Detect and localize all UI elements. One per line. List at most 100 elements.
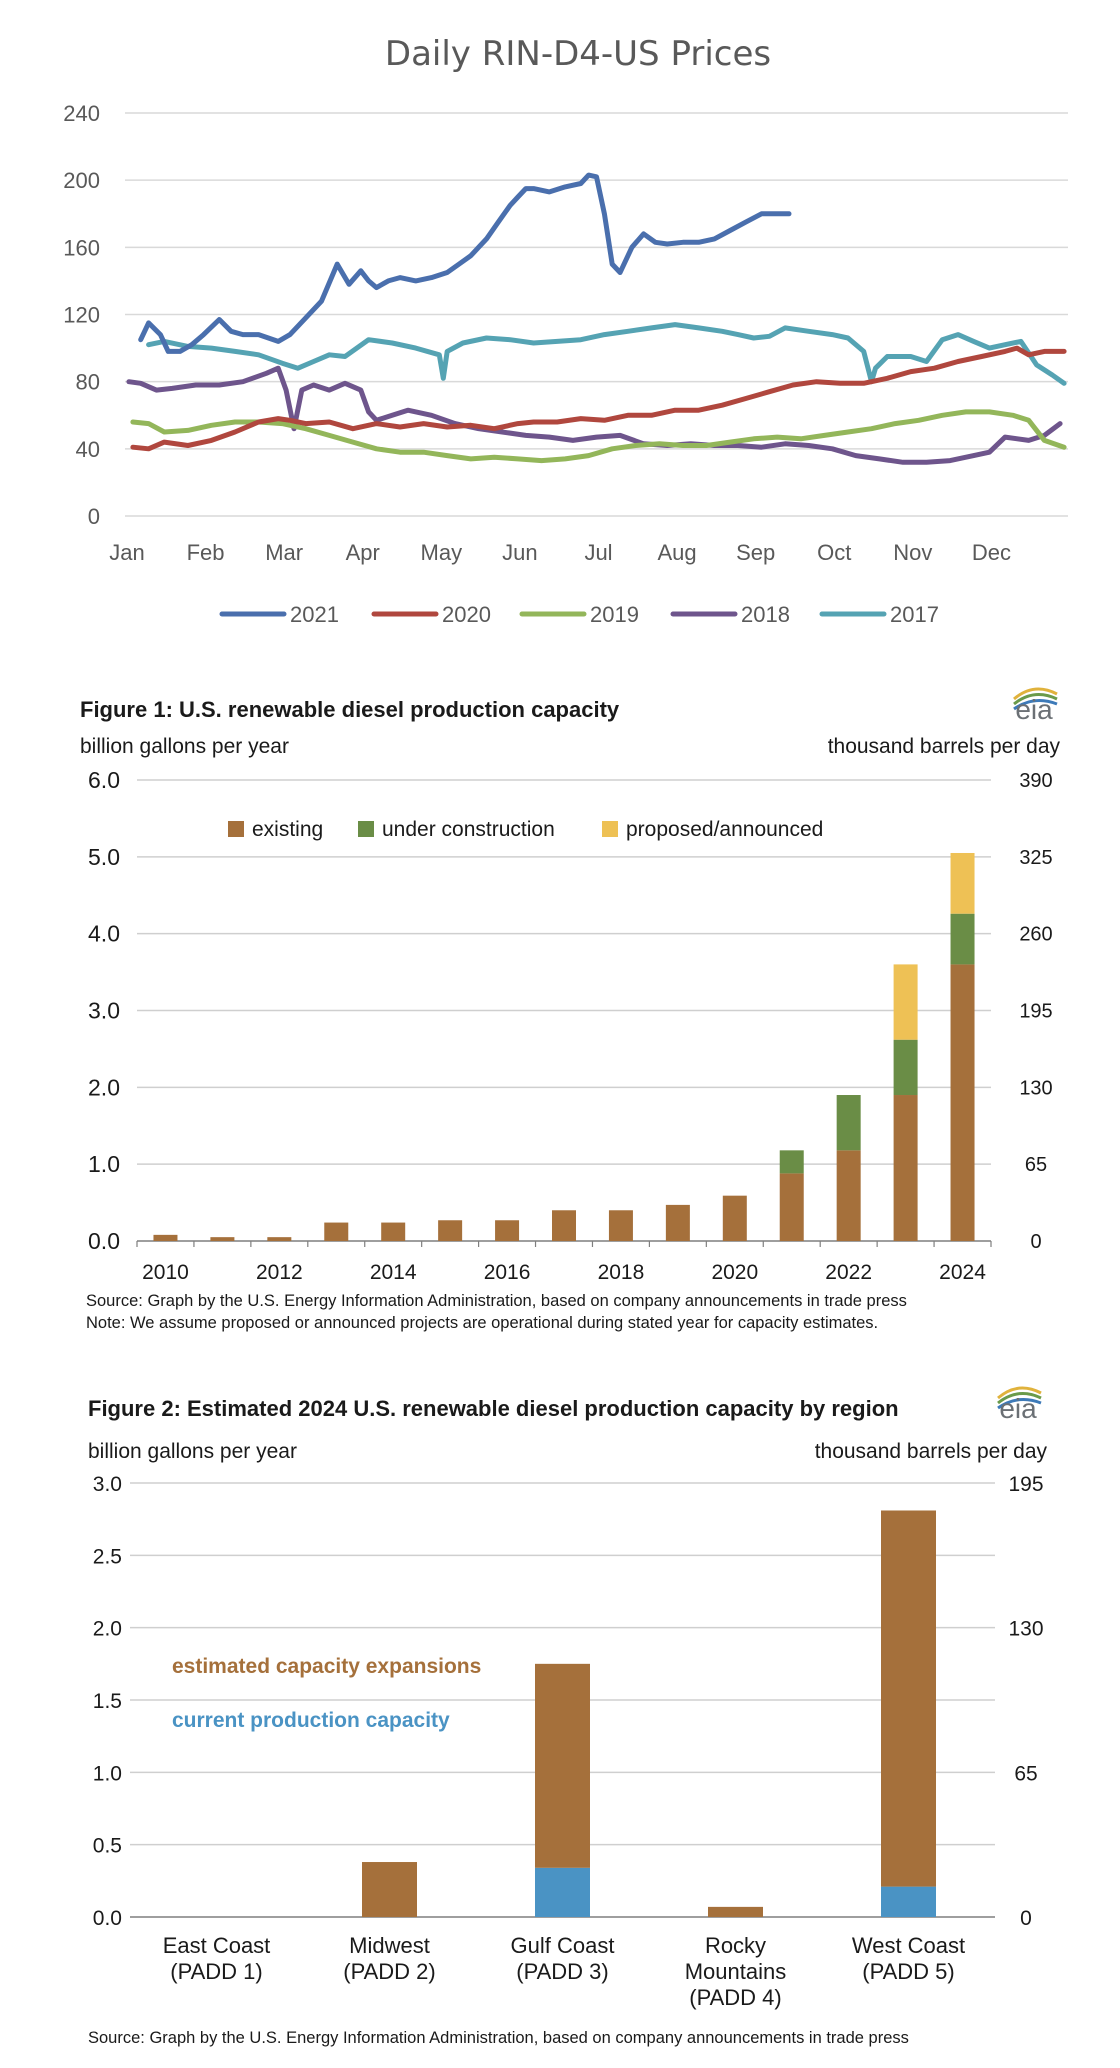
figure2-x-category-line: (PADD 3) xyxy=(516,1959,609,1984)
eia-logo-swoosh-icon xyxy=(1013,693,1058,706)
figure1-bar-2011-existing xyxy=(210,1237,235,1241)
figure2-x-category-line: Mountains xyxy=(685,1959,787,1984)
chart1-x-tick-label: Oct xyxy=(817,540,851,565)
figure2-source: Source: Graph by the U.S. Energy Informa… xyxy=(88,2029,909,2047)
figure2-right-tick-label: 65 xyxy=(1014,1762,1037,1785)
figure2-x-category-label: Midwest (PADD 2) xyxy=(343,1933,436,1984)
figure1-source: Source: Graph by the U.S. Energy Informa… xyxy=(86,1292,907,1310)
figure2-left-tick-label: 0.5 xyxy=(93,1835,122,1858)
figure1-legend-label: under construction xyxy=(382,818,555,841)
figure1-right-tick-label: 195 xyxy=(1019,1001,1052,1023)
figure2-x-category-label: Rocky Mountains (PADD 4) xyxy=(685,1933,787,2010)
chart1-x-tick-label: May xyxy=(421,540,463,565)
figure1-x-tick-label: 2024 xyxy=(939,1261,986,1284)
eia-logo-swoosh-icon xyxy=(997,1397,1042,1410)
figure2-region-chart: Figure 2: Estimated 2024 U.S. renewable … xyxy=(88,1386,1048,2047)
chart1-series xyxy=(126,172,1067,465)
chart1-x-tick-label: Aug xyxy=(658,540,697,565)
figure1-bar-2020-existing xyxy=(722,1195,747,1241)
figure1-eia-logo: eia xyxy=(1013,687,1058,725)
figure1-bar-2019-existing xyxy=(665,1204,690,1241)
figure1-legend-item: existing xyxy=(228,818,323,841)
eia-logo-text: eia xyxy=(999,1393,1037,1424)
figure2-left-tick-label: 0.0 xyxy=(93,1907,122,1930)
figure2-left-axis-label: billion gallons per year xyxy=(88,1440,297,1463)
figure1-bar-2015-existing xyxy=(438,1220,463,1241)
figure2-left-tick-label: 2.5 xyxy=(93,1545,122,1568)
figure1-left-axis-label: billion gallons per year xyxy=(80,735,289,758)
figure1-right-tick-label: 65 xyxy=(1025,1154,1047,1176)
figure1-legend-swatch xyxy=(602,821,618,837)
figure1-x-tick-label: 2012 xyxy=(256,1261,303,1284)
figure1-left-tick-label: 2.0 xyxy=(88,1074,120,1100)
figure1-right-tick-label: 0 xyxy=(1030,1231,1041,1253)
figure2-x-axis: East Coast (PADD 1) Midwest (PADD 2) Gulf Co… xyxy=(163,1933,965,2010)
figure2-left-axis: 0.0 0.5 1.0 1.5 2.0 2.5 3.0 xyxy=(93,1473,122,1930)
figure1-legend-swatch xyxy=(228,821,244,837)
figure1-bar-2012-existing xyxy=(267,1237,292,1241)
figure1-left-axis: 0.0 1.0 2.0 3.0 4.0 5.0 6.0 xyxy=(88,767,120,1254)
chart1-series-line-2019 xyxy=(130,409,1067,464)
chart1-title: Daily RIN-D4-US Prices xyxy=(385,34,771,74)
figure1-bar-2010-existing xyxy=(153,1234,178,1241)
figure1-legend: existing under construction proposed/annou… xyxy=(228,818,823,841)
chart1-y-tick-label: 160 xyxy=(63,235,100,260)
figure2-right-tick-label: 195 xyxy=(1008,1473,1043,1496)
figure2-left-tick-label: 1.0 xyxy=(93,1762,122,1785)
chart1-x-tick-label: Dec xyxy=(972,540,1011,565)
figure2-x-category-line: (PADD 4) xyxy=(689,1985,782,2010)
chart1-series-line-2018 xyxy=(126,365,1063,465)
figure2-x-category-line: (PADD 1) xyxy=(170,1959,263,1984)
figure1-left-tick-label: 4.0 xyxy=(88,921,120,947)
figure1-bar-2024-under-construction xyxy=(950,913,975,965)
figure2-x-category-line: West Coast xyxy=(852,1933,965,1958)
figure1-right-tick-label: 260 xyxy=(1019,924,1052,946)
chart1-y-tick-label: 200 xyxy=(63,168,100,193)
figure1-left-tick-label: 1.0 xyxy=(88,1151,120,1177)
figure2-bar-rocky-expansion xyxy=(708,1906,763,1917)
figure1-legend-item: proposed/announced xyxy=(602,818,823,841)
figure2-right-axis-label: thousand barrels per day xyxy=(815,1440,1048,1463)
figure1-x-axis: 2010 2012 2014 2016 2018 2020 2022 2024 xyxy=(136,1241,992,1284)
figure2-x-category-line: (PADD 2) xyxy=(343,1959,436,1984)
figure1-legend-swatch xyxy=(358,821,374,837)
figure1-left-tick-label: 5.0 xyxy=(88,844,120,870)
figure1-left-tick-label: 6.0 xyxy=(88,767,120,793)
figure1-bar-2023-under-construction xyxy=(893,1039,918,1096)
chart1-x-tick-label: Mar xyxy=(265,540,303,565)
figure1-bar-2021-existing xyxy=(779,1173,804,1241)
eia-logo-text: eia xyxy=(1015,694,1053,725)
figure1-bars xyxy=(153,852,975,1241)
chart1-y-tick-label: 240 xyxy=(63,101,100,126)
chart1-y-tick-label: 80 xyxy=(76,370,100,395)
eia-logo-swoosh-icon xyxy=(997,1386,1042,1400)
chart1-series-line-2017 xyxy=(146,322,1067,386)
chart1-x-tick-label: Apr xyxy=(346,540,380,565)
figure1-x-tick-label: 2010 xyxy=(142,1261,189,1284)
figure1-bar-2023-proposed-announced xyxy=(893,964,918,1040)
figure1-bar-2024-proposed-announced xyxy=(950,852,975,914)
chart1-legend-item-2019: 2019 xyxy=(519,602,639,627)
figure1-x-tick-label: 2014 xyxy=(370,1261,417,1284)
figure1-bar-2013-existing xyxy=(324,1222,349,1241)
chart1-legend-item-2018: 2018 xyxy=(670,602,790,627)
chart1-x-tick-label: Jul xyxy=(584,540,612,565)
chart1-legend-label: 2020 xyxy=(442,602,491,627)
chart1-x-axis: Jan Feb Mar Apr May Jun Jul Aug Sep Oct Nov Dec xyxy=(109,540,1011,565)
chart1-x-tick-label: Feb xyxy=(187,540,225,565)
figure2-left-tick-label: 3.0 xyxy=(93,1473,122,1496)
figure1-x-tick-label: 2018 xyxy=(598,1261,645,1284)
figure2-eia-logo: eia xyxy=(997,1386,1042,1424)
figure1-grid xyxy=(137,779,991,1242)
figure1-right-axis: 0 65 130 195 260 325 390 xyxy=(1019,770,1052,1253)
figure1-legend-item: under construction xyxy=(358,818,555,841)
figure2-bar-west-coast-current xyxy=(881,1886,936,1917)
figure2-bar-gulf-coast-expansion xyxy=(535,1663,590,1868)
figure1-x-tick-label: 2016 xyxy=(484,1261,531,1284)
figure2-legend-expansions: estimated capacity expansions xyxy=(172,1655,481,1678)
figure2-bar-west-coast-expansion xyxy=(881,1510,936,1887)
chart1-x-tick-label: Jan xyxy=(109,540,144,565)
chart1-legend: 2021 2020 2019 2018 2017 xyxy=(219,602,939,627)
rin-price-chart: Daily RIN-D4-US Prices 0 40 80 120 160 200 240… xyxy=(63,34,1068,627)
